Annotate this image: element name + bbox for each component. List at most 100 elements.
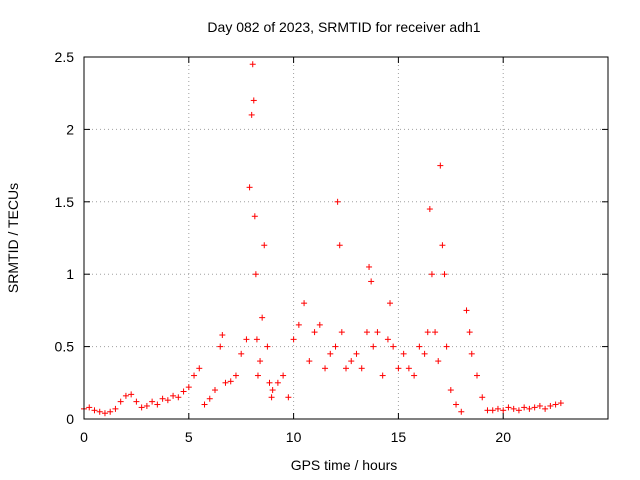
data-point <box>264 343 271 350</box>
data-point <box>107 408 114 415</box>
x-axis-label: GPS time / hours <box>291 457 398 473</box>
data-point <box>219 332 226 339</box>
data-point <box>332 343 339 350</box>
data-point <box>180 388 187 395</box>
data-point <box>185 384 192 391</box>
data-point <box>269 387 276 394</box>
data-point <box>411 372 418 379</box>
data-point <box>327 350 334 357</box>
data-point <box>379 372 386 379</box>
data-point <box>290 336 297 343</box>
data-point <box>164 397 171 404</box>
data-point <box>285 394 292 401</box>
data-point <box>416 343 423 350</box>
data-point <box>479 394 486 401</box>
plot-frame <box>83 56 609 420</box>
data-point <box>405 365 412 372</box>
data-point <box>138 404 145 411</box>
data-point <box>217 343 224 350</box>
data-series-adh1 <box>81 61 564 417</box>
data-point <box>301 300 308 307</box>
data-point <box>515 407 522 414</box>
data-point <box>500 407 507 414</box>
data-point <box>254 372 261 379</box>
data-point <box>531 404 538 411</box>
data-point <box>387 300 394 307</box>
data-point <box>552 401 559 408</box>
y-tick-label: 0.5 <box>55 339 75 355</box>
data-point <box>390 343 397 350</box>
data-point <box>149 398 156 405</box>
data-point <box>358 365 365 372</box>
data-point <box>249 61 256 68</box>
data-point <box>86 404 93 411</box>
data-point <box>159 395 166 402</box>
data-point <box>112 405 119 412</box>
data-point <box>463 307 470 314</box>
data-point <box>447 387 454 394</box>
data-point <box>311 329 318 336</box>
data-point <box>206 395 213 402</box>
data-point <box>435 358 442 365</box>
data-point <box>295 321 302 328</box>
data-point <box>336 242 343 249</box>
data-point <box>466 329 473 336</box>
data-point <box>266 379 273 386</box>
data-point <box>133 398 140 405</box>
x-tick-label: 5 <box>185 429 193 445</box>
y-tick-label: 0 <box>66 411 74 427</box>
data-point <box>170 392 177 399</box>
tick-layer: 0 0.5 1 1.5 2 2.5 0 5 10 15 20 <box>55 49 608 445</box>
data-point <box>280 372 287 379</box>
data-point <box>201 401 208 408</box>
data-point <box>384 336 391 343</box>
data-point <box>368 278 375 285</box>
data-point <box>253 336 260 343</box>
data-point <box>510 405 517 412</box>
data-point <box>526 405 533 412</box>
data-point <box>338 329 345 336</box>
data-point <box>505 404 512 411</box>
x-tick-label: 10 <box>286 429 302 445</box>
data-point <box>334 198 341 205</box>
data-point <box>322 365 329 372</box>
data-point <box>370 343 377 350</box>
data-point <box>443 343 450 350</box>
data-point <box>395 365 402 372</box>
data-point <box>343 365 349 372</box>
data-point <box>484 407 491 414</box>
data-point <box>458 408 465 415</box>
data-point <box>489 407 496 414</box>
data-point <box>306 358 313 365</box>
data-point <box>366 263 373 270</box>
data-point <box>122 392 129 399</box>
data-point <box>91 407 98 414</box>
data-point <box>363 329 370 336</box>
data-point <box>212 387 218 394</box>
data-point <box>154 401 161 408</box>
y-tick-label: 2 <box>66 121 74 137</box>
data-point <box>128 391 135 398</box>
data-point <box>453 401 460 408</box>
data-point <box>222 379 229 386</box>
data-point <box>175 394 182 401</box>
data-point <box>428 271 435 278</box>
data-point <box>227 378 234 385</box>
x-tick-label: 20 <box>495 429 511 445</box>
grid-layer <box>84 57 608 419</box>
data-point <box>243 336 250 343</box>
data-point <box>542 405 549 412</box>
data-point <box>316 321 323 328</box>
data-point <box>101 410 108 417</box>
data-point <box>232 372 239 379</box>
data-point <box>468 350 475 357</box>
data-point <box>374 329 381 336</box>
data-point <box>268 394 275 401</box>
data-point <box>196 365 203 372</box>
data-point <box>250 97 257 104</box>
data-point <box>400 350 407 357</box>
data-point <box>536 402 543 409</box>
y-tick-label: 2.5 <box>55 49 75 65</box>
y-tick-label: 1.5 <box>55 194 75 210</box>
data-point <box>257 358 264 365</box>
